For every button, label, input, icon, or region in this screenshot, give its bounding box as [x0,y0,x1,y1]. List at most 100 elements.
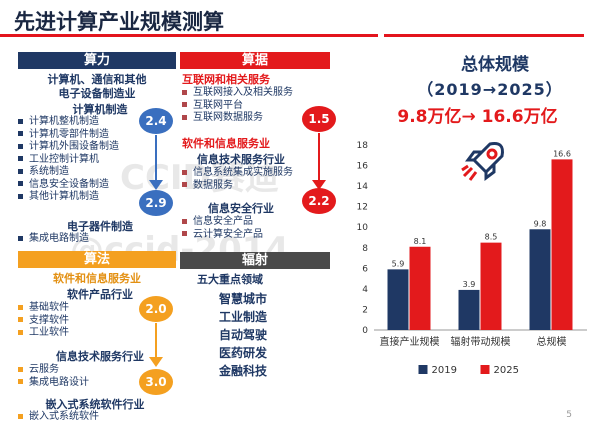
algorithm-subcategory-software: 软件产品行业 [67,288,133,301]
list-item: 互联网数据服务 [182,112,293,125]
compute-subcategory-electronic: 电子器件制造 [67,220,133,233]
legend-label: 2019 [432,365,457,376]
data-item-list-3: 信息安全产品 云计算安全产品 [182,216,263,241]
data-item-list-2: 信息系统集成实施服务 数据服务 [182,167,293,192]
data-label: 16.6 [553,149,571,158]
list-item: 工业制造 [218,310,267,324]
page-title: 先进计算产业规模测算 [14,10,224,34]
list-item: 计算机整机制造 [18,116,119,129]
data-label: 5.9 [392,259,405,268]
list-item: 信息安全产品 [182,216,263,229]
bar-2025 [480,242,502,330]
list-item: 互联网平台 [182,100,293,113]
list-item: 云计算安全产品 [182,229,263,242]
radiation-category: 五大重点领域 [197,273,263,286]
title-divider-right [384,34,584,37]
list-item: 信息系统集成实施服务 [182,167,293,180]
algorithm-subcategory-embedded: 嵌入式系统软件行业 [45,398,145,411]
list-item: 自动驾驶 [218,328,267,342]
data-label: 8.1 [414,237,427,246]
y-tick-label: 2 [362,305,368,315]
x-tick-label: 总规模 [537,335,567,348]
compute-item-list: 计算机整机制造 计算机零部件制造 计算机外围设备制造 工业控制计算机 系统制造 … [18,116,119,204]
data-label: 3.9 [463,280,476,289]
radiation-header: 辐射 [180,252,330,269]
radiation-field-list: 智慧城市 工业制造 自动驾驶 医药研发 金融科技 [198,290,288,380]
compute-value-bubble-2019: 2.4 [139,108,173,134]
list-item: 基础软件 [18,302,69,315]
compute-category-line1: 计算机、通信和其他 [47,73,147,86]
algorithm-arrow-icon [149,357,163,367]
y-tick-label: 0 [362,326,368,336]
y-tick-label: 10 [357,223,369,233]
page-number: 5 [566,410,572,420]
y-tick-label: 16 [357,162,369,172]
bar-2025 [551,159,573,330]
bar-2019 [458,289,480,330]
bar-2019 [529,229,551,330]
overall-scale-growth: 9.8万亿→ 16.6万亿 [397,107,558,127]
list-item: 信息安全设备制造 [18,179,119,192]
list-item: 金融科技 [218,364,267,378]
compute-value-bubble-2025: 2.9 [139,190,173,216]
data-arrow-icon [312,180,326,190]
data-category-internet: 互联网和相关服务 [182,73,270,86]
list-item: 数据服务 [182,180,293,193]
list-item: 计算机外围设备制造 [18,141,119,154]
y-tick-label: 14 [357,182,369,192]
bar-2019 [387,269,409,330]
data-header: 算据 [180,52,330,69]
y-tick-label: 6 [362,264,368,274]
data-subcategory-it-service: 信息技术服务行业 [197,153,285,166]
compute-arrow-line [155,135,157,185]
y-tick-label: 8 [362,244,368,254]
list-item: 云服务 [18,364,89,377]
list-item: 医药研发 [218,346,267,360]
data-label: 9.8 [534,219,547,228]
compute-item-list-2: 集成电路制造 [18,233,89,246]
list-item: 支撑软件 [18,315,69,328]
title-divider [0,34,378,37]
algorithm-item-list-3: 嵌入式系统软件 [18,411,99,424]
overall-scale-period: （2019→2025） [417,80,563,99]
compute-category-line2: 电子设备制造业 [58,87,136,100]
list-item: 工业控制计算机 [18,154,119,167]
data-value-bubble-2019: 1.5 [302,106,336,132]
algorithm-header: 算法 [18,251,176,268]
x-tick-label: 辐射带动规模 [451,335,511,348]
overall-scale-title: 总体规模 [461,55,529,75]
algorithm-arrow-line [155,323,157,361]
y-tick-label: 4 [362,285,368,295]
list-item: 系统制造 [18,166,119,179]
algorithm-subcategory-it-service: 信息技术服务行业 [56,350,144,363]
y-tick-label: 12 [357,203,368,213]
list-item: 嵌入式系统软件 [18,411,99,424]
list-item: 计算机零部件制造 [18,129,119,142]
list-item: 其他计算机制造 [18,191,119,204]
data-value-bubble-2025: 2.2 [302,188,336,214]
bar-2025 [409,246,431,330]
bar-chart: 0 2 4 6 8 10 12 14 16 18 5.9 8.1 直接产业规模 3.9 8.5 辐射带动规模 9… [357,141,587,376]
list-item: 工业软件 [18,327,69,340]
algorithm-value-bubble-2019: 2.0 [139,296,173,322]
compute-arrow-icon [149,180,163,190]
compute-power-header: 算力 [18,52,176,69]
algorithm-item-list: 基础软件 支撑软件 工业软件 [18,302,69,340]
rocket-icon [461,142,504,181]
data-arrow-line [318,133,320,183]
data-category-software: 软件和信息服务业 [182,137,270,150]
list-item: 集成电路设计 [18,377,89,390]
y-tick-label: 18 [357,141,369,151]
data-subcategory-security: 信息安全行业 [208,202,274,215]
data-label: 8.5 [485,233,498,242]
list-item: 集成电路制造 [18,233,89,246]
data-item-list: 互联网接入及相关服务 互联网平台 互联网数据服务 [182,87,293,125]
x-tick-label: 直接产业规模 [380,335,440,348]
list-item: 智慧城市 [218,292,267,306]
compute-subcategory-computer: 计算机制造 [72,103,128,116]
legend-label: 2025 [494,365,519,376]
legend-swatch-2025 [480,365,490,374]
algorithm-category: 软件和信息服务业 [53,272,141,285]
algorithm-item-list-2: 云服务 集成电路设计 [18,364,89,389]
legend-swatch-2019 [418,365,428,374]
